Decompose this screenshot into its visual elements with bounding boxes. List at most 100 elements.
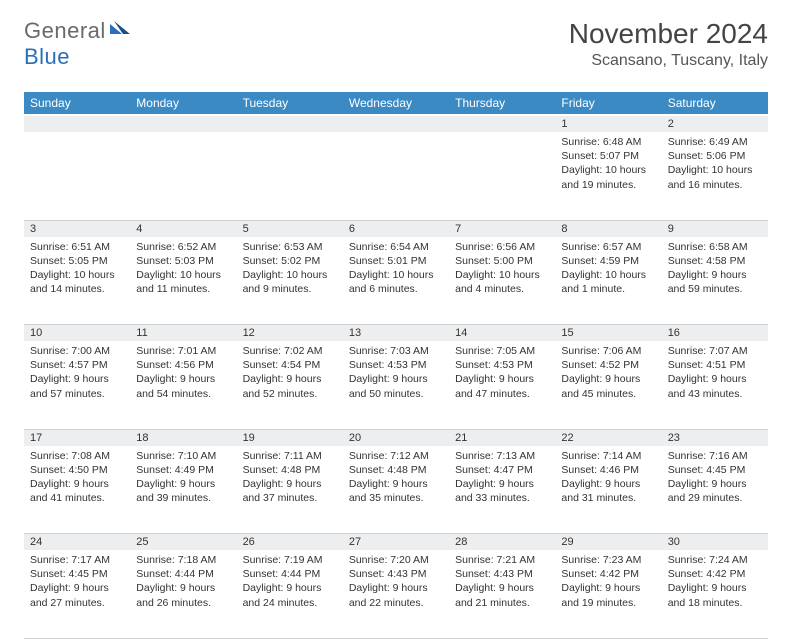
day-cell <box>237 132 343 220</box>
header: General November 2024 Scansano, Tuscany,… <box>24 18 768 70</box>
daylight-text: Daylight: 9 hours and 33 minutes. <box>455 477 549 505</box>
sunset-text: Sunset: 5:03 PM <box>136 254 230 268</box>
sunrise-text: Sunrise: 7:03 AM <box>349 344 443 358</box>
sunrise-text: Sunrise: 7:23 AM <box>561 553 655 567</box>
daynum-cell: 28 <box>449 534 555 551</box>
daynum-cell: 30 <box>662 534 768 551</box>
week-row: Sunrise: 7:17 AMSunset: 4:45 PMDaylight:… <box>24 550 768 638</box>
sunrise-text: Sunrise: 7:17 AM <box>30 553 124 567</box>
daynum-row: 17181920212223 <box>24 429 768 446</box>
day-cell: Sunrise: 7:11 AMSunset: 4:48 PMDaylight:… <box>237 446 343 534</box>
sunset-text: Sunset: 4:42 PM <box>668 567 762 581</box>
week-row: Sunrise: 6:51 AMSunset: 5:05 PM Daylight:… <box>24 237 768 325</box>
sunrise-text: Sunrise: 6:49 AM <box>668 135 762 149</box>
daynum-cell: 9 <box>662 220 768 237</box>
sunset-text: Sunset: 4:59 PM <box>561 254 655 268</box>
day-cell <box>343 132 449 220</box>
sunrise-text: Sunrise: 7:06 AM <box>561 344 655 358</box>
sunset-text: Sunset: 4:44 PM <box>136 567 230 581</box>
day-cell: Sunrise: 7:12 AMSunset: 4:48 PMDaylight:… <box>343 446 449 534</box>
daynum-cell: 3 <box>24 220 130 237</box>
day-cell: Sunrise: 6:58 AMSunset: 4:58 PMDaylight:… <box>662 237 768 325</box>
daynum-cell: 19 <box>237 429 343 446</box>
day-cell: Sunrise: 7:16 AMSunset: 4:45 PMDaylight:… <box>662 446 768 534</box>
day-cell: Sunrise: 7:24 AMSunset: 4:42 PMDaylight:… <box>662 550 768 638</box>
day-cell: Sunrise: 6:49 AMSunset: 5:06 PMDaylight:… <box>662 132 768 220</box>
daylight-text: Daylight: 9 hours and 26 minutes. <box>136 581 230 609</box>
daylight-text: Daylight: 9 hours and 31 minutes. <box>561 477 655 505</box>
sunset-text: Sunset: 4:54 PM <box>243 358 337 372</box>
weekday-wednesday: Wednesday <box>343 92 449 115</box>
sunset-text: Sunset: 4:43 PM <box>349 567 443 581</box>
daynum-cell: 8 <box>555 220 661 237</box>
day-cell: Sunrise: 7:02 AMSunset: 4:54 PMDaylight:… <box>237 341 343 429</box>
sunset-text: Sunset: 4:47 PM <box>455 463 549 477</box>
sunset-text: Sunset: 4:53 PM <box>455 358 549 372</box>
daylight-text: Daylight: 9 hours and 54 minutes. <box>136 372 230 400</box>
sunset-text: Sunset: 5:02 PM <box>243 254 337 268</box>
day-cell <box>24 132 130 220</box>
sunset-text: Sunset: 5:05 PM <box>30 254 124 268</box>
weekday-sunday: Sunday <box>24 92 130 115</box>
daylight-text: Daylight: 10 hours and 4 minutes. <box>455 268 549 296</box>
day-cell <box>130 132 236 220</box>
logo-sub: Blue <box>24 44 70 70</box>
sunset-text: Sunset: 5:00 PM <box>455 254 549 268</box>
sunrise-text: Sunrise: 7:14 AM <box>561 449 655 463</box>
daynum-cell: 26 <box>237 534 343 551</box>
daylight-text: Daylight: 9 hours and 39 minutes. <box>136 477 230 505</box>
sunrise-text: Sunrise: 6:51 AM <box>30 240 124 254</box>
daynum-cell: 22 <box>555 429 661 446</box>
daylight-text: Daylight: 9 hours and 45 minutes. <box>561 372 655 400</box>
sunset-text: Sunset: 5:07 PM <box>561 149 655 163</box>
weekday-monday: Monday <box>130 92 236 115</box>
sunrise-text: Sunrise: 6:56 AM <box>455 240 549 254</box>
daylight-text: Daylight: 10 hours and 16 minutes. <box>668 163 762 191</box>
daylight-text: Daylight: 9 hours and 50 minutes. <box>349 372 443 400</box>
day-cell: Sunrise: 7:07 AMSunset: 4:51 PMDaylight:… <box>662 341 768 429</box>
sunset-text: Sunset: 4:43 PM <box>455 567 549 581</box>
sunset-text: Sunset: 4:44 PM <box>243 567 337 581</box>
daynum-cell: 10 <box>24 325 130 342</box>
day-cell: Sunrise: 7:01 AMSunset: 4:56 PMDaylight:… <box>130 341 236 429</box>
day-cell: Sunrise: 7:18 AMSunset: 4:44 PMDaylight:… <box>130 550 236 638</box>
sunrise-text: Sunrise: 6:54 AM <box>349 240 443 254</box>
daylight-text: Daylight: 9 hours and 18 minutes. <box>668 581 762 609</box>
day-cell: Sunrise: 7:17 AMSunset: 4:45 PMDaylight:… <box>24 550 130 638</box>
daynum-cell <box>24 115 130 132</box>
daynum-cell <box>449 115 555 132</box>
sunrise-text: Sunrise: 7:16 AM <box>668 449 762 463</box>
day-cell <box>449 132 555 220</box>
daynum-cell: 21 <box>449 429 555 446</box>
sunset-text: Sunset: 4:45 PM <box>668 463 762 477</box>
sunset-text: Sunset: 4:58 PM <box>668 254 762 268</box>
daynum-cell: 4 <box>130 220 236 237</box>
day-cell: Sunrise: 7:10 AMSunset: 4:49 PMDaylight:… <box>130 446 236 534</box>
day-cell: Sunrise: 6:53 AMSunset: 5:02 PMDaylight:… <box>237 237 343 325</box>
day-cell: Sunrise: 7:08 AMSunset: 4:50 PMDaylight:… <box>24 446 130 534</box>
daynum-cell: 17 <box>24 429 130 446</box>
daynum-cell: 14 <box>449 325 555 342</box>
logo-text-blue: Blue <box>24 44 70 69</box>
day-cell: Sunrise: 6:48 AMSunset: 5:07 PMDaylight:… <box>555 132 661 220</box>
daynum-cell: 18 <box>130 429 236 446</box>
week-row: Sunrise: 6:48 AMSunset: 5:07 PMDaylight:… <box>24 132 768 220</box>
daylight-text: Daylight: 9 hours and 22 minutes. <box>349 581 443 609</box>
daynum-cell <box>343 115 449 132</box>
logo-text-general: General <box>24 18 106 44</box>
daynum-cell: 1 <box>555 115 661 132</box>
sunrise-text: Sunrise: 6:57 AM <box>561 240 655 254</box>
sunset-text: Sunset: 4:48 PM <box>243 463 337 477</box>
sunset-text: Sunset: 4:53 PM <box>349 358 443 372</box>
daynum-cell: 20 <box>343 429 449 446</box>
daylight-text: Daylight: 10 hours and 9 minutes. <box>243 268 337 296</box>
calendar-table: SundayMondayTuesdayWednesdayThursdayFrid… <box>24 92 768 639</box>
daylight-text: Daylight: 10 hours and 6 minutes. <box>349 268 443 296</box>
daynum-cell: 27 <box>343 534 449 551</box>
sunset-text: Sunset: 4:51 PM <box>668 358 762 372</box>
day-cell: Sunrise: 7:14 AMSunset: 4:46 PMDaylight:… <box>555 446 661 534</box>
sunset-text: Sunset: 4:50 PM <box>30 463 124 477</box>
daylight-text: Daylight: 9 hours and 21 minutes. <box>455 581 549 609</box>
day-cell: Sunrise: 7:06 AMSunset: 4:52 PMDaylight:… <box>555 341 661 429</box>
title-block: November 2024 Scansano, Tuscany, Italy <box>569 18 768 70</box>
